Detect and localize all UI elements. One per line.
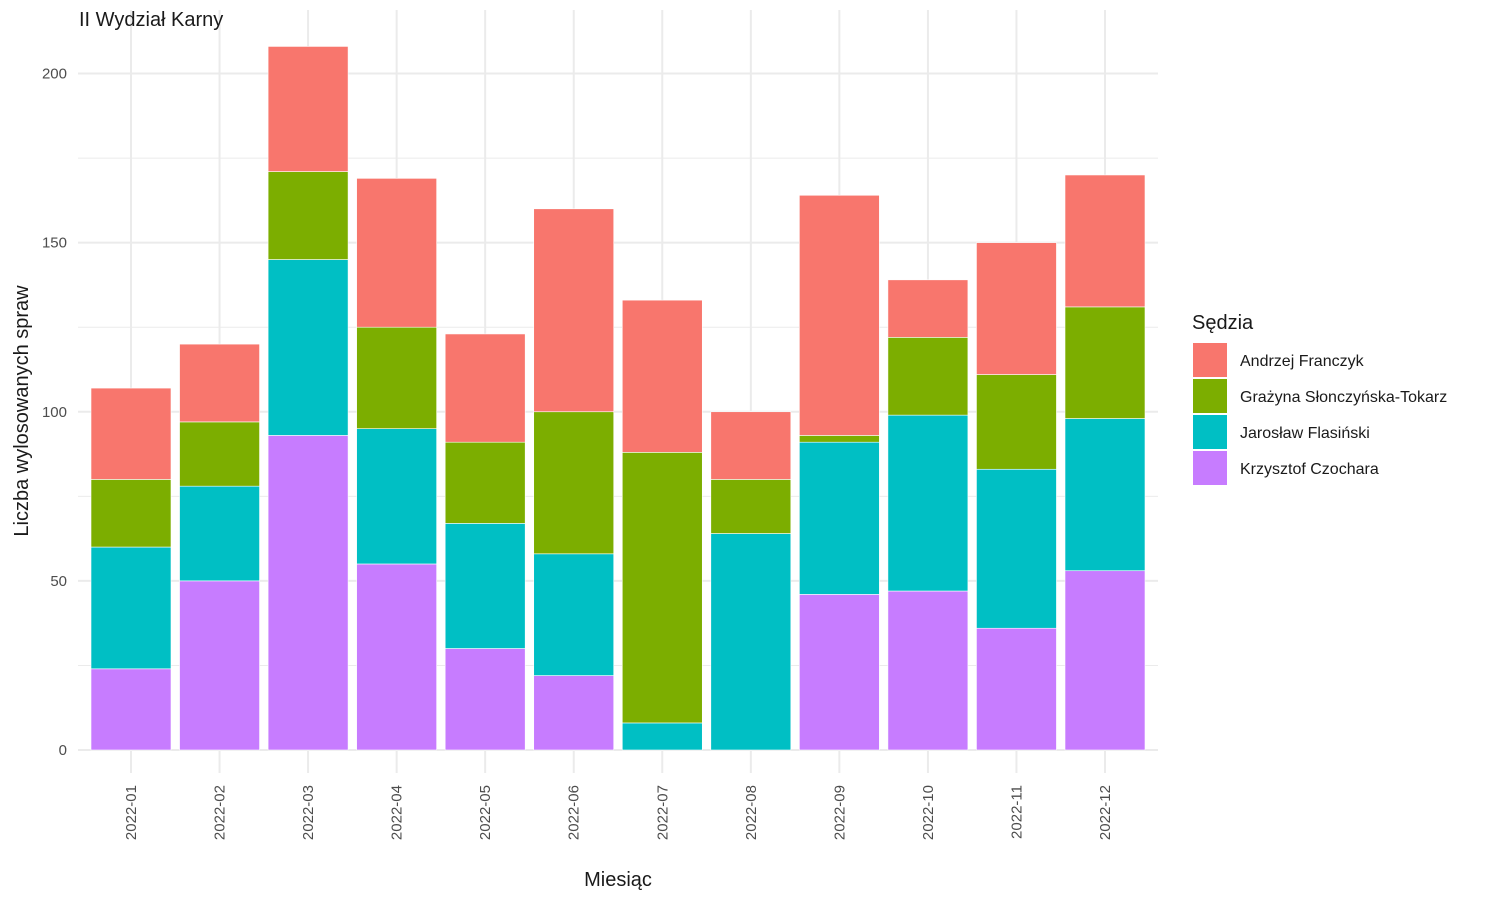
bar-segment [267, 46, 349, 172]
bar-segment [444, 523, 526, 649]
y-tick-label: 100 [42, 404, 67, 421]
x-tick-label: 2022-08 [743, 785, 760, 840]
bar-segment [90, 479, 172, 548]
chart-title: II Wydział Karny [79, 9, 223, 31]
bar-segment [887, 337, 969, 416]
bar-segment [179, 485, 260, 582]
bar-segment [533, 553, 615, 676]
bar-segment [976, 627, 1057, 751]
x-tick-label: 2022-05 [477, 785, 494, 840]
bars [90, 46, 1146, 751]
x-axis-ticks: 2022-01 2022-02 2022-03 2022-04 2022-05 2022-… [123, 785, 1114, 840]
legend-key [1193, 379, 1227, 413]
x-tick-label: 2022-04 [389, 785, 406, 840]
legend-label: Krzysztof Czochara [1240, 461, 1379, 478]
bar-segment [444, 333, 526, 443]
legend-title: Sędzia [1192, 312, 1254, 334]
y-axis-ticks: 0 50 100 150 200 [42, 66, 67, 760]
bar-segment [710, 533, 792, 751]
bar-segment [179, 421, 260, 487]
bar-segment [1064, 174, 1146, 308]
bar-segment [621, 299, 703, 453]
y-tick-label: 0 [59, 742, 67, 759]
bar-segment [267, 259, 349, 436]
bar-segment [799, 594, 880, 751]
bar-segment [1064, 570, 1146, 751]
bar-segment [976, 374, 1057, 470]
x-tick-label: 2022-12 [1097, 785, 1114, 840]
bar-segment [976, 242, 1057, 375]
legend-label: Grażyna Słonczyńska-Tokarz [1240, 389, 1447, 406]
y-tick-label: 50 [50, 573, 67, 590]
bar-segment [710, 479, 792, 534]
bar-segment [533, 208, 615, 413]
legend-key [1193, 451, 1227, 485]
bar-segment [533, 675, 615, 751]
x-tick-label: 2022-02 [212, 785, 229, 840]
x-tick-label: 2022-10 [920, 785, 937, 840]
y-tick-label: 150 [42, 235, 67, 252]
bar-segment [90, 668, 172, 751]
bar-segment [621, 452, 703, 724]
x-tick-label: 2022-11 [1008, 785, 1025, 839]
legend-label: Andrzej Franczyk [1240, 353, 1365, 370]
bar-segment [267, 171, 349, 260]
legend: Sędzia Andrzej Franczyk Grażyna Słonczyńs… [1192, 312, 1447, 485]
x-tick-label: 2022-06 [566, 785, 583, 840]
bar-segment [1064, 418, 1146, 572]
y-axis-title: Liczba wylosowanych spraw [11, 285, 33, 537]
bar-segment [444, 648, 526, 751]
x-tick-label: 2022-03 [300, 785, 317, 840]
bar-segment [356, 563, 437, 751]
bar-segment [267, 435, 349, 751]
bar-segment [887, 414, 969, 592]
y-tick-label: 200 [42, 66, 67, 83]
x-tick-label: 2022-09 [831, 785, 848, 840]
bar-segment [887, 279, 969, 338]
bar-segment [356, 428, 437, 565]
bar-segment [356, 326, 437, 429]
bar-segment [444, 441, 526, 524]
x-tick-label: 2022-07 [654, 785, 671, 840]
bar-segment [356, 178, 437, 328]
bar-segment [799, 441, 880, 595]
legend-key [1193, 415, 1227, 449]
bar-segment [976, 468, 1057, 629]
bar-segment [179, 580, 260, 751]
bar-segment [90, 546, 172, 670]
bar-segment [1064, 306, 1146, 419]
bar-segment [90, 387, 172, 480]
x-tick-label: 2022-01 [123, 785, 140, 840]
legend-label: Jarosław Flasiński [1240, 425, 1370, 442]
bar-segment [621, 722, 703, 751]
bar-segment [887, 590, 969, 751]
x-axis-title: Miesiąc [584, 869, 652, 891]
bar-segment [799, 435, 880, 443]
bar-segment [533, 411, 615, 555]
bar-segment [799, 194, 880, 436]
legend-key [1193, 343, 1227, 377]
bar-segment [179, 343, 260, 423]
bar-segment [710, 411, 792, 480]
